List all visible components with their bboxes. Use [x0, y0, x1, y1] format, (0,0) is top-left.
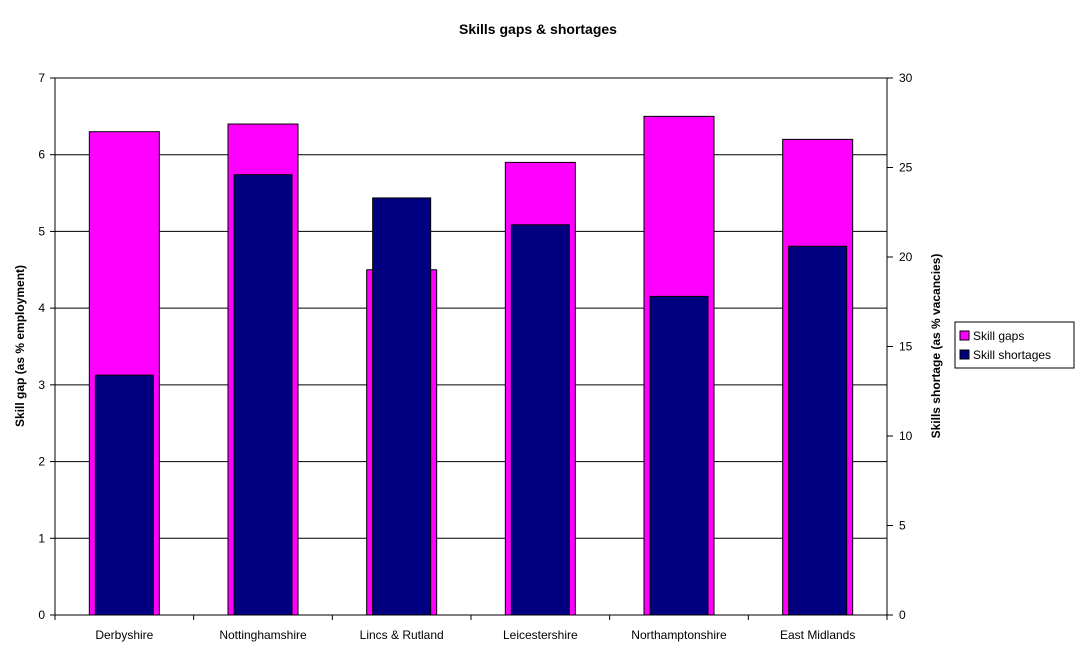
- bar-skill-shortages: [649, 295, 709, 616]
- legend-label: Skill shortages: [973, 348, 1051, 362]
- bar-skill-shortages: [94, 374, 154, 616]
- axes: 0 1 2 3 4 5 6 7 0 5 10 15 20 25 30 Derbyshire Nottingham…: [38, 71, 912, 642]
- y-left-tick-label: 0: [38, 608, 45, 622]
- legend-box: [954, 321, 1075, 369]
- gridlines: [55, 77, 887, 539]
- y-right-tick-label: 30: [899, 71, 913, 85]
- x-tick-label: Northamptonshire: [631, 628, 727, 642]
- y-left-tick-label: 1: [38, 531, 45, 545]
- y-left-tick-label: 6: [38, 148, 45, 162]
- legend: Skill gaps Skill shortages: [954, 321, 1075, 369]
- bar-skill-shortages: [788, 245, 848, 616]
- y-left-tick-label: 2: [38, 455, 45, 469]
- y-right-tick-label: 5: [899, 519, 906, 533]
- bar-skill-shortages: [233, 174, 293, 616]
- y-right-tick-label: 10: [899, 429, 913, 443]
- y-left-tick-label: 3: [38, 378, 45, 392]
- y-right-tick-label: 15: [899, 340, 913, 354]
- y-left-tick-label: 4: [38, 301, 45, 315]
- bar-skill-shortages: [372, 197, 432, 616]
- bars: [88, 115, 854, 616]
- y-left-axis-label: Skill gap (as % employment): [13, 265, 27, 427]
- x-tick-label: Derbyshire: [95, 628, 153, 642]
- y-right-axis-label: Skills shortage (as % vacancies): [929, 254, 943, 439]
- x-tick-label: Nottinghamshire: [219, 628, 307, 642]
- legend-swatch: [959, 349, 970, 360]
- y-right-tick-label: 20: [899, 250, 913, 264]
- y-right-tick-label: 0: [899, 608, 906, 622]
- y-right-tick-label: 25: [899, 161, 913, 175]
- y-left-tick-label: 7: [38, 71, 45, 85]
- x-tick-label: East Midlands: [780, 628, 855, 642]
- x-tick-label: Lincs & Rutland: [360, 628, 444, 642]
- legend-label: Skill gaps: [973, 329, 1024, 343]
- bar-skill-shortages: [510, 224, 570, 616]
- y-left-tick-label: 5: [38, 224, 45, 238]
- x-tick-label: Leicestershire: [503, 628, 578, 642]
- chart-title: Skills gaps & shortages: [459, 21, 617, 37]
- legend-swatch: [959, 330, 970, 341]
